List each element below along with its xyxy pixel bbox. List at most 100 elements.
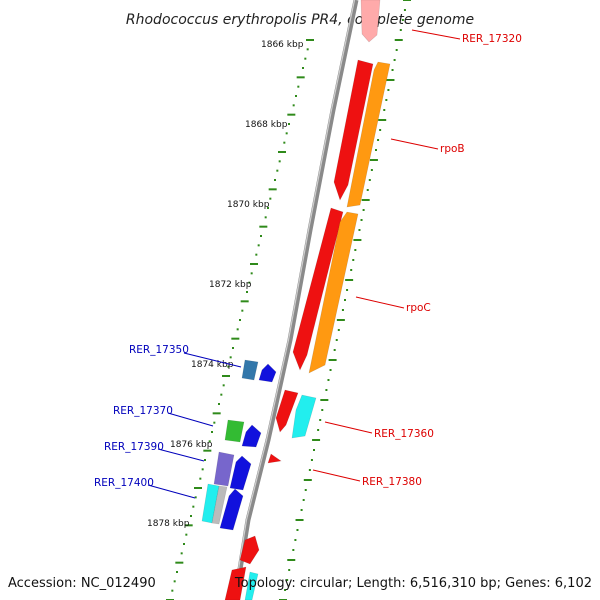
scale-tracks	[166, 0, 411, 600]
inner-scale-track-tick	[288, 123, 290, 125]
inner-scale-track-tick	[232, 347, 234, 349]
inner-scale-track-tick	[175, 561, 184, 564]
inner-scale-track-tick	[236, 328, 239, 331]
inner-scale-track-tick	[183, 543, 185, 545]
gene-rer-17400[interactable]	[219, 488, 244, 531]
outer-scale-track-tick	[352, 259, 355, 261]
inner-scale-track-tick	[239, 319, 241, 321]
gene-label-rer-17400[interactable]: RER_17400	[94, 477, 154, 489]
label-leaders	[147, 29, 461, 499]
genome-backbone	[232, 0, 359, 600]
topology-text: Topology: circular; Length: 6,516,310 bp…	[234, 576, 592, 591]
inner-scale-track-tick	[285, 132, 288, 135]
kbp-label-1870: 1870 kbp	[227, 200, 270, 210]
inner-scale-track-tick	[297, 85, 300, 88]
outer-scale-track-tick	[358, 229, 361, 231]
gene-label-rer-17360[interactable]: RER_17360	[374, 428, 434, 440]
outer-scale-track-tick	[310, 459, 313, 461]
inner-scale-track-tick	[250, 272, 253, 275]
inner-scale-track-tick	[306, 39, 314, 41]
outer-scale-track-tick	[366, 189, 369, 191]
gene-rpob-orange[interactable]	[346, 61, 391, 208]
gene-label-rer-17380[interactable]: RER_17380	[362, 476, 422, 488]
outer-scale-track-tick	[313, 449, 315, 451]
gene-rer-17350[interactable]	[258, 363, 277, 383]
inner-scale-track-tick	[302, 67, 304, 69]
outer-scale-track-tick	[399, 29, 402, 31]
gene-rer-17370-green[interactable]	[224, 419, 245, 443]
outer-scale-track-tick	[375, 149, 377, 151]
outer-scale-track-tick	[317, 429, 320, 431]
outer-scale-track-tick	[353, 239, 362, 241]
gene-label-rer-17370[interactable]: RER_17370	[113, 405, 173, 417]
gene-rer-17360[interactable]	[275, 389, 299, 433]
inner-scale-track-tick	[304, 57, 307, 60]
outer-scale-track-tick	[312, 439, 321, 441]
gene-rer-17390-purple[interactable]	[213, 451, 235, 487]
gene-rer-17400-grey[interactable]	[211, 485, 228, 525]
inner-scale-track-tick	[194, 487, 202, 489]
inner-scale-track-tick	[229, 356, 232, 359]
outer-scale-track-tick	[378, 119, 387, 121]
inner-scale-track-tick	[295, 95, 297, 97]
outer-scale-track-tick	[403, 0, 411, 1]
inner-scale-track-tick	[248, 281, 251, 284]
gene-rer-17360-cyan[interactable]	[291, 394, 317, 439]
outer-scale-track-tick	[304, 489, 307, 491]
outer-scale-track-tick	[350, 269, 353, 271]
outer-scale-track-tick	[284, 589, 287, 591]
inner-scale-track-tick	[296, 76, 305, 79]
outer-scale-track-tick	[319, 419, 322, 421]
outer-scale-track-tick	[308, 469, 311, 471]
inner-scale-track-tick	[257, 244, 260, 247]
gene-rpoc-orange[interactable]	[308, 211, 359, 374]
gene-red-lower-2[interactable]	[224, 566, 247, 600]
inner-scale-track-tick	[180, 552, 183, 555]
outer-scale-track-tick	[354, 249, 357, 251]
inner-scale-track-tick	[268, 188, 277, 191]
inner-scale-track-tick	[194, 496, 197, 499]
gene-label-rpob[interactable]: rpoB	[440, 143, 465, 155]
kbp-label-1868: 1868 kbp	[245, 120, 288, 130]
accession-text: Accession: NC_012490	[8, 576, 156, 591]
outer-scale-track-tick	[362, 209, 365, 211]
map-title: Rhodococcus erythropolis PR4, complete g…	[126, 12, 474, 28]
outer-scale-track-tick	[328, 359, 337, 361]
inner-scale-track-tick	[184, 524, 193, 527]
inner-scale-track-tick	[246, 291, 248, 293]
inner-scale-track-tick	[173, 580, 176, 583]
outer-scale-track-tick	[296, 529, 299, 531]
outer-scale-track-tick	[369, 159, 378, 161]
inner-scale-track-tick	[306, 48, 309, 51]
gene-rpoc[interactable]	[292, 207, 344, 371]
kbp-label-1866: 1866 kbp	[261, 40, 304, 50]
outer-scale-track-tick	[292, 549, 295, 551]
outer-scale-track-tick	[303, 479, 312, 481]
inner-scale-track-tick	[292, 104, 295, 107]
outer-scale-track-tick	[391, 69, 394, 71]
outer-scale-track-tick	[401, 19, 404, 21]
gene-rer-17350-steel[interactable]	[241, 359, 259, 381]
gene-cyan-lower[interactable]	[244, 571, 259, 600]
inner-scale-track-tick	[274, 179, 276, 181]
gene-rer-17380[interactable]	[267, 453, 282, 464]
gene-label-rpoc[interactable]: rpoC	[406, 302, 431, 314]
gene-label-rer-17320[interactable]: RER_17320	[462, 33, 522, 45]
gene-rer-17370[interactable]	[241, 424, 262, 448]
outer-scale-track-tick	[360, 219, 363, 221]
inner-scale-track-tick	[259, 225, 268, 228]
gene-rer-17320[interactable]	[360, 0, 381, 43]
inner-scale-track-tick	[190, 515, 192, 517]
outer-scale-track-tick	[329, 369, 332, 371]
inner-scale-track-tick	[269, 197, 272, 200]
gene-label-rer-17350[interactable]: RER_17350	[129, 344, 189, 356]
outer-scale-track-tick	[325, 389, 328, 391]
outer-scale-track-tick	[333, 349, 336, 351]
gene-rpob[interactable]	[333, 59, 374, 201]
gene-label-rer-17390[interactable]: RER_17390	[104, 441, 164, 453]
outer-scale-track-tick	[393, 59, 396, 61]
gene-rer-17390[interactable]	[229, 455, 252, 491]
gene-red-lower-1[interactable]	[239, 535, 260, 565]
outer-scale-track-tick	[287, 559, 296, 561]
